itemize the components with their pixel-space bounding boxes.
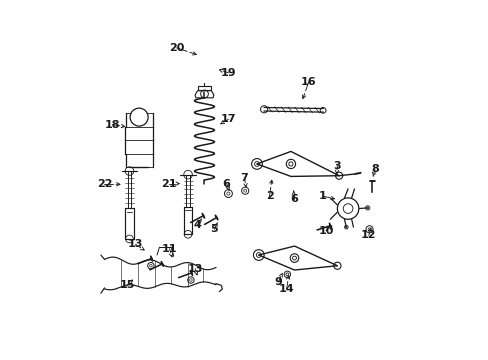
Text: 4: 4 xyxy=(193,220,201,230)
Text: 8: 8 xyxy=(370,164,378,174)
Text: 18: 18 xyxy=(104,120,120,130)
Text: 10: 10 xyxy=(318,226,333,236)
Circle shape xyxy=(337,198,358,219)
Text: 20: 20 xyxy=(168,43,184,53)
Text: 15: 15 xyxy=(120,280,135,291)
Text: 13: 13 xyxy=(127,239,143,249)
Text: 5: 5 xyxy=(210,224,218,234)
Text: 21: 21 xyxy=(161,179,176,189)
Text: 3: 3 xyxy=(333,161,341,171)
Text: 2: 2 xyxy=(265,191,273,201)
Text: 6: 6 xyxy=(222,179,230,189)
Text: 7: 7 xyxy=(240,173,248,183)
Text: 11: 11 xyxy=(162,244,177,253)
Bar xyxy=(198,86,210,90)
Text: 22: 22 xyxy=(97,179,112,189)
Text: 13: 13 xyxy=(187,264,203,274)
Text: 16: 16 xyxy=(301,77,316,87)
Text: 6: 6 xyxy=(289,194,297,203)
Text: 17: 17 xyxy=(220,114,236,124)
Text: 19: 19 xyxy=(220,68,236,78)
Circle shape xyxy=(130,108,148,126)
Text: 14: 14 xyxy=(278,284,294,294)
Text: 1: 1 xyxy=(318,191,325,201)
Text: 9: 9 xyxy=(274,277,282,287)
Text: 12: 12 xyxy=(360,230,376,240)
